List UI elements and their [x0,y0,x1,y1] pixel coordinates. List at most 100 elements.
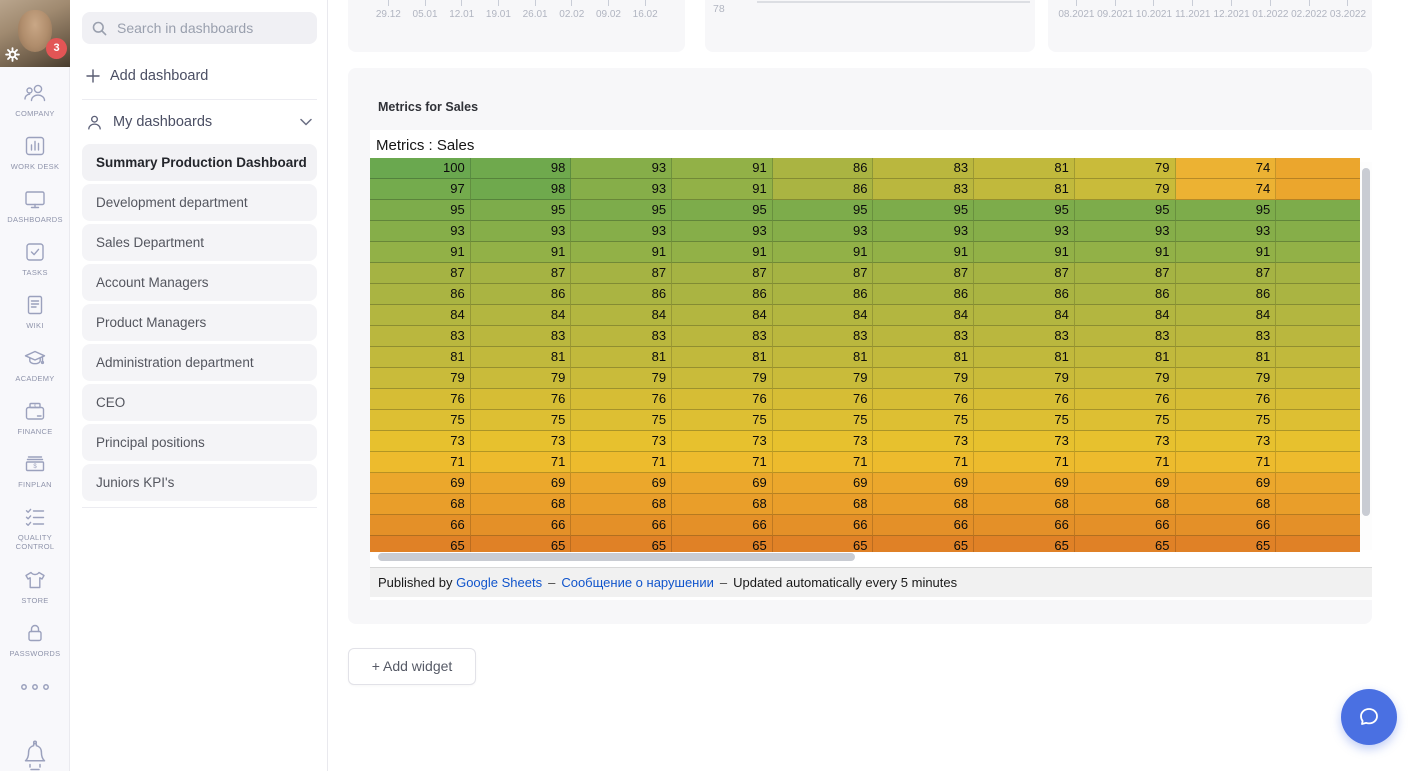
heatmap-cell: 91 [470,242,572,263]
heatmap-cell: 97 [370,179,471,200]
rail-item-finplan[interactable]: $ FINPLAN [0,451,70,489]
settings-gear-icon[interactable] [5,47,20,62]
rail-item-label: WIKI [26,321,44,330]
footer-dash: – [719,575,728,590]
heatmap-cell: 81 [1175,347,1277,368]
lock-icon [28,624,42,642]
heatmap-cell: 83 [873,158,975,179]
tick-mark [607,0,609,6]
tick-mark [1153,0,1155,6]
rail-item-label: WORK DESK [10,162,60,171]
heatmap-cell: 95 [873,200,975,221]
heatmap-cell: 86 [1175,284,1277,305]
heatmap-cell: 81 [1074,347,1176,368]
heatmap-cell: 87 [672,263,773,284]
heatmap-cell: 65 [1175,536,1277,552]
heatmap-cell: 68 [1175,494,1277,515]
sidebar-item-dashboard[interactable]: CEO [82,384,317,421]
sidebar-item-dashboard[interactable]: Account Managers [82,264,317,301]
heatmap-cell: 79 [470,368,572,389]
heatmap-cell: 69 [974,473,1075,494]
heatmap-cell: 86 [974,284,1075,305]
google-sheets-link[interactable]: Google Sheets [456,575,543,590]
heatmap-cell-partial [1276,179,1360,200]
horizontal-scrollbar-thumb[interactable] [378,553,855,561]
footer-prefix: Published by [378,575,453,590]
chat-fab[interactable] [1341,689,1397,745]
heatmap-table: 100 98 93 91 86 83 81 79 74 97 98 93 91 86 83 81 79 74 95 9… [370,158,1360,552]
rail-item-store[interactable]: STORE [0,567,70,605]
heatmap-cell: 79 [1074,179,1176,200]
heatmap-row: 81 81 81 81 81 81 81 81 81 [370,347,1360,368]
company-icon [24,84,46,102]
heatmap-cell: 84 [370,305,471,326]
sidebar-item-dashboard[interactable]: Summary Production Dashboard [82,144,317,181]
sidebar-item-dashboard[interactable]: Administration department [82,344,317,381]
heatmap-cell: 81 [873,347,975,368]
search-box[interactable] [82,12,317,44]
add-widget-button[interactable]: + Add widget [348,648,476,685]
heatmap-cell: 71 [370,452,471,473]
tick-label: 01.2022 [1252,9,1289,20]
heatmap-cell: 73 [370,431,471,452]
heatmap-row: 86 86 86 86 86 86 86 86 86 [370,284,1360,305]
heatmap-cell: 93 [1074,221,1176,242]
heatmap-cell: 71 [470,452,572,473]
tick-label: 19.01 [485,9,511,20]
rail-item-quality-control[interactable]: QUALITY CONTROL [0,504,70,551]
tick-label: 12.01 [449,9,475,20]
heatmap-cell-partial [1276,494,1360,515]
sidebar-item-dashboard[interactable]: Juniors KPI's [82,464,317,501]
heatmap-cell: 81 [772,347,874,368]
heatmap-cell: 86 [772,179,874,200]
heatmap-cell: 68 [974,494,1075,515]
add-dashboard-button[interactable]: Add dashboard [86,68,208,84]
heatmap-cell: 75 [370,410,471,431]
heatmap-row: 75 75 75 75 75 75 75 75 75 [370,410,1360,431]
heatmap-cell: 66 [1175,515,1277,536]
rail-item-passwords[interactable]: PASSWORDS [0,620,70,658]
rail-item-work-desk[interactable]: WORK DESK [0,133,70,171]
more-menu-dots[interactable] [0,680,70,698]
rail-item-label: QUALITY CONTROL [15,533,55,551]
heatmap-row: 95 95 95 95 95 95 95 95 95 [370,200,1360,221]
heatmap-cell-partial [1276,284,1360,305]
tick-mark [534,0,536,6]
search-input[interactable] [115,19,305,37]
rail-item-tasks[interactable]: TASKS [0,239,70,277]
sidebar-divider [82,507,317,508]
rail-item-company[interactable]: COMPANY [0,80,70,118]
user-avatar[interactable]: 3 [0,0,70,67]
notifications-bell[interactable] [0,738,70,777]
heatmap-cell: 79 [1175,368,1277,389]
heatmap-cell: 66 [470,515,572,536]
heatmap-cell: 91 [672,179,773,200]
my-dashboards-section-header[interactable]: My dashboards [86,110,314,134]
heatmap-cell: 76 [974,389,1075,410]
rail-item-wiki[interactable]: WIKI [0,292,70,330]
report-abuse-link[interactable]: Сообщение о нарушении [561,575,714,590]
rail-item-dashboards[interactable]: DASHBOARDS [0,186,70,224]
heatmap-cell: 87 [470,263,572,284]
right-chart-axis: 08.2021 09.2021 10.2021 11.2021 12.2021 01.20… [1048,0,1372,20]
heatmap-cell: 66 [772,515,874,536]
sidebar-item-dashboard[interactable]: Sales Department [82,224,317,261]
sidebar-item-dashboard[interactable]: Principal positions [82,424,317,461]
rail-item-academy[interactable]: ACADEMY [0,345,70,383]
tick-mark [497,0,499,6]
sidebar-item-dashboard[interactable]: Development department [82,184,317,221]
rail-item-finance[interactable]: $ FINANCE [0,398,70,436]
heatmap-cell: 71 [1074,452,1176,473]
top-widget-gauge: 78 [705,0,1035,52]
heatmap-cell: 86 [772,158,874,179]
top-widget-line-chart: 29.12 05.01 12.01 19.01 26.01 02.02 09.02 16.02 [348,0,685,52]
sidebar-item-dashboard[interactable]: Product Managers [82,304,317,341]
heatmap-cell: 93 [571,158,673,179]
vertical-scrollbar-thumb[interactable] [1362,168,1370,516]
heatmap-cell: 71 [571,452,673,473]
axis-tick: 05.01 [407,0,444,20]
heatmap-cell: 87 [1175,263,1277,284]
heatmap-row: 66 66 66 66 66 66 66 66 66 [370,515,1360,536]
heatmap-cell: 68 [571,494,673,515]
heatmap-cell: 65 [1074,536,1176,552]
